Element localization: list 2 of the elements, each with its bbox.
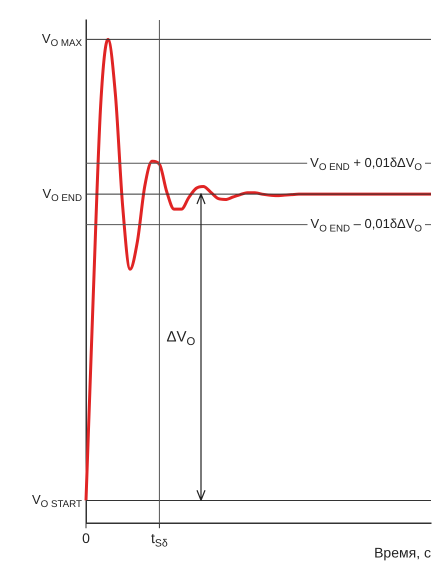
- x-axis-title: Время, с: [374, 544, 431, 560]
- x-tick-label: 0: [82, 530, 90, 546]
